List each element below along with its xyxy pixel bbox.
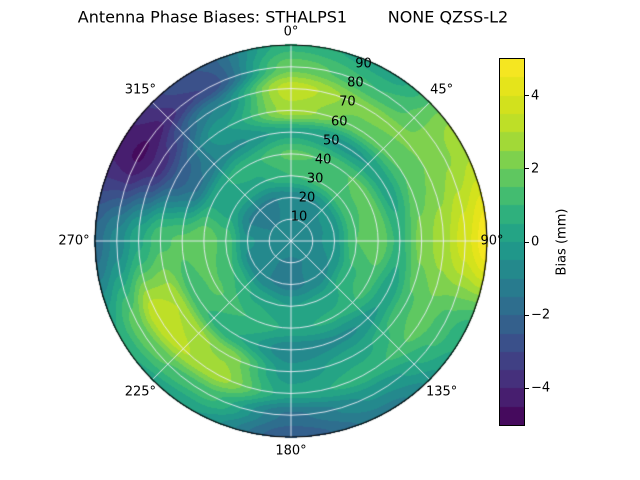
r-tick-label-20: 20 bbox=[298, 190, 316, 206]
theta-tick-label-225: 225° bbox=[124, 384, 157, 400]
r-tick-label-50: 50 bbox=[322, 133, 340, 149]
theta-tick-label-270: 270° bbox=[58, 233, 90, 249]
r-tick-label-90: 90 bbox=[355, 56, 372, 72]
r-tick-label-60: 60 bbox=[331, 114, 348, 129]
colorbar-tick-mark bbox=[525, 168, 529, 170]
r-tick-label-70: 70 bbox=[339, 94, 356, 110]
r-tick-label-10: 10 bbox=[290, 209, 308, 225]
colorbar-tick-mark bbox=[525, 95, 529, 97]
theta-tick-label-180: 180° bbox=[275, 443, 307, 459]
colorbar-tick-mark bbox=[525, 387, 529, 389]
r-tick-label-30: 30 bbox=[306, 171, 324, 187]
colorbar-gradient bbox=[499, 58, 525, 426]
theta-tick-label-45: 45° bbox=[430, 82, 454, 98]
colorbar-tick-label--4: −4 bbox=[531, 380, 551, 396]
colorbar-tick-label-2: 2 bbox=[531, 161, 540, 177]
colorbar-tick-label--2: −2 bbox=[531, 307, 551, 323]
chart-title: Antenna Phase Biases: STHALPS1 NONE QZSS… bbox=[77, 7, 509, 27]
theta-tick-label-90: 90° bbox=[480, 233, 504, 249]
theta-tick-label-0: 0° bbox=[283, 24, 299, 40]
colorbar-tick-label-4: 4 bbox=[531, 88, 540, 104]
colorbar-tick-mark bbox=[525, 241, 529, 243]
colorbar-tick-mark bbox=[525, 314, 529, 316]
colorbar-tick-label-0: 0 bbox=[531, 234, 540, 250]
polar-heatmap-canvas bbox=[92, 42, 490, 440]
theta-tick-label-315: 315° bbox=[124, 82, 157, 98]
colorbar-axis-label: Bias (mm) bbox=[554, 208, 570, 276]
theta-tick-label-135: 135° bbox=[425, 384, 458, 400]
r-tick-label-40: 40 bbox=[314, 152, 332, 168]
r-tick-label-80: 80 bbox=[347, 75, 364, 91]
